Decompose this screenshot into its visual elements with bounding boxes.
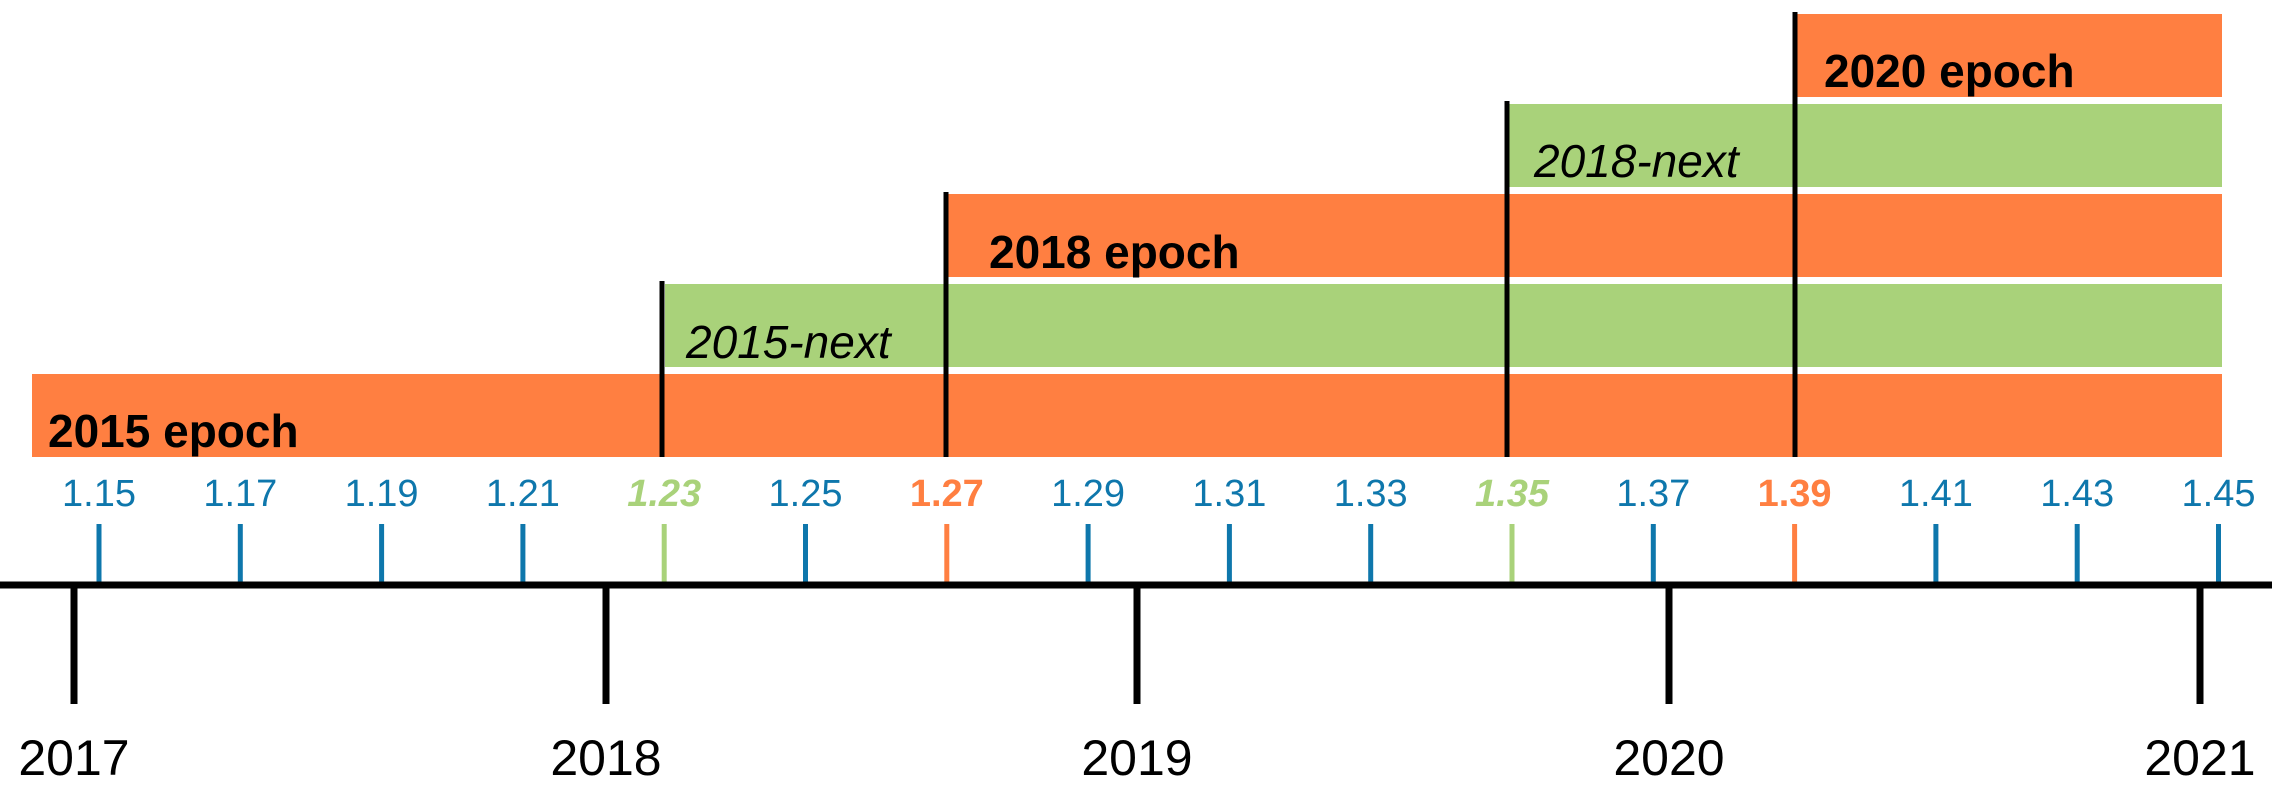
release-label-1-23: 1.23 xyxy=(627,473,701,515)
release-label-1-45: 1.45 xyxy=(2182,473,2256,515)
band-label-2015-epoch: 2015 epoch xyxy=(48,405,299,457)
band-2018-epoch xyxy=(946,194,2222,277)
year-label-2018: 2018 xyxy=(550,730,661,786)
band-label-2020-epoch: 2020 epoch xyxy=(1824,45,2075,97)
band-label-2018-next: 2018-next xyxy=(1533,135,1741,187)
releases-layer: 1.15 1.17 1.19 1.21 1.23 1.25 1.27 1.29 1.31 1.33… xyxy=(62,473,2255,585)
year-label-2020: 2020 xyxy=(1613,730,1724,786)
release-label-1-25: 1.25 xyxy=(769,473,843,515)
release-label-1-19: 1.19 xyxy=(345,473,419,515)
band-2015-epoch xyxy=(32,374,2222,457)
years-layer: 2017 2018 2019 2020 2021 xyxy=(0,581,2272,786)
release-label-1-43: 1.43 xyxy=(2040,473,2114,515)
release-label-1-37: 1.37 xyxy=(1616,473,1690,515)
release-label-1-27: 1.27 xyxy=(910,473,984,515)
year-label-2021: 2021 xyxy=(2144,730,2255,786)
bands-layer: 2015 epoch 2015-next 2018 epoch 2018-next 20… xyxy=(32,12,2222,457)
band-label-2018-epoch: 2018 epoch xyxy=(989,226,1240,278)
band-label-2015-next: 2015-next xyxy=(685,316,893,368)
band-2020-epoch xyxy=(1797,14,2222,97)
year-label-2017: 2017 xyxy=(18,730,129,786)
release-label-1-17: 1.17 xyxy=(203,473,277,515)
release-label-1-31: 1.31 xyxy=(1192,473,1266,515)
release-label-1-15: 1.15 xyxy=(62,473,136,515)
year-label-2019: 2019 xyxy=(1081,730,1192,786)
band-2018-next xyxy=(1509,104,2222,187)
release-label-1-35: 1.35 xyxy=(1475,473,1550,515)
release-label-1-39: 1.39 xyxy=(1758,473,1832,515)
release-label-1-33: 1.33 xyxy=(1334,473,1408,515)
release-label-1-41: 1.41 xyxy=(1899,473,1973,515)
release-label-1-29: 1.29 xyxy=(1051,473,1125,515)
release-label-1-21: 1.21 xyxy=(486,473,560,515)
band-2015-next xyxy=(665,284,2222,367)
